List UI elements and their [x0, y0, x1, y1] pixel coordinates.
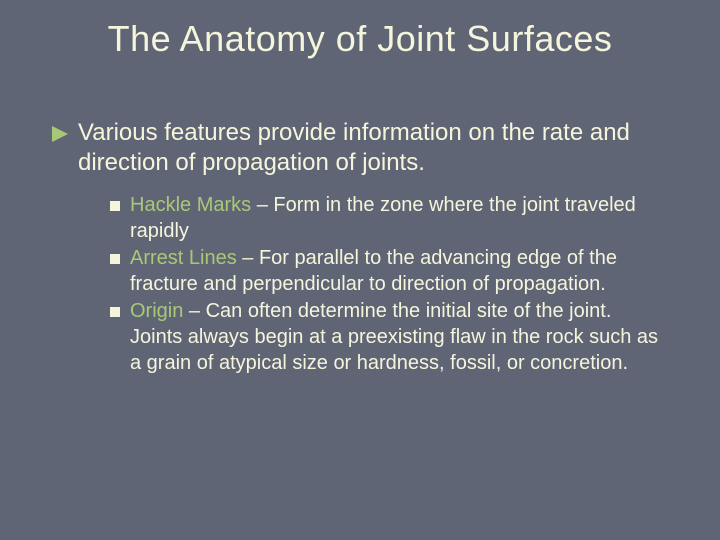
- square-bullet-icon: [110, 201, 120, 211]
- term-highlight: Origin: [130, 300, 183, 322]
- square-bullet-icon: [110, 307, 120, 317]
- sub-bullet-item: Arrest Lines – For parallel to the advan…: [110, 245, 660, 297]
- term-highlight: Arrest Lines: [130, 247, 237, 269]
- sub-bullet-text: Arrest Lines – For parallel to the advan…: [130, 245, 660, 297]
- sub-bullet-item: Hackle Marks – Form in the zone where th…: [110, 192, 660, 244]
- sub-bullet-text: Origin – Can often determine the initial…: [130, 298, 660, 376]
- triangle-bullet-icon: [50, 124, 70, 144]
- slide-title: The Anatomy of Joint Surfaces: [40, 18, 680, 60]
- sub-bullet-list: Hackle Marks – Form in the zone where th…: [110, 192, 660, 376]
- slide-container: The Anatomy of Joint Surfaces Various fe…: [0, 0, 720, 540]
- square-bullet-icon: [110, 254, 120, 264]
- main-bullet-text: Various features provide information on …: [78, 118, 680, 178]
- term-description: – Can often determine the initial site o…: [130, 300, 658, 374]
- main-bullet: Various features provide information on …: [50, 118, 680, 178]
- term-highlight: Hackle Marks: [130, 194, 251, 216]
- sub-bullet-item: Origin – Can often determine the initial…: [110, 298, 660, 376]
- sub-bullet-text: Hackle Marks – Form in the zone where th…: [130, 192, 660, 244]
